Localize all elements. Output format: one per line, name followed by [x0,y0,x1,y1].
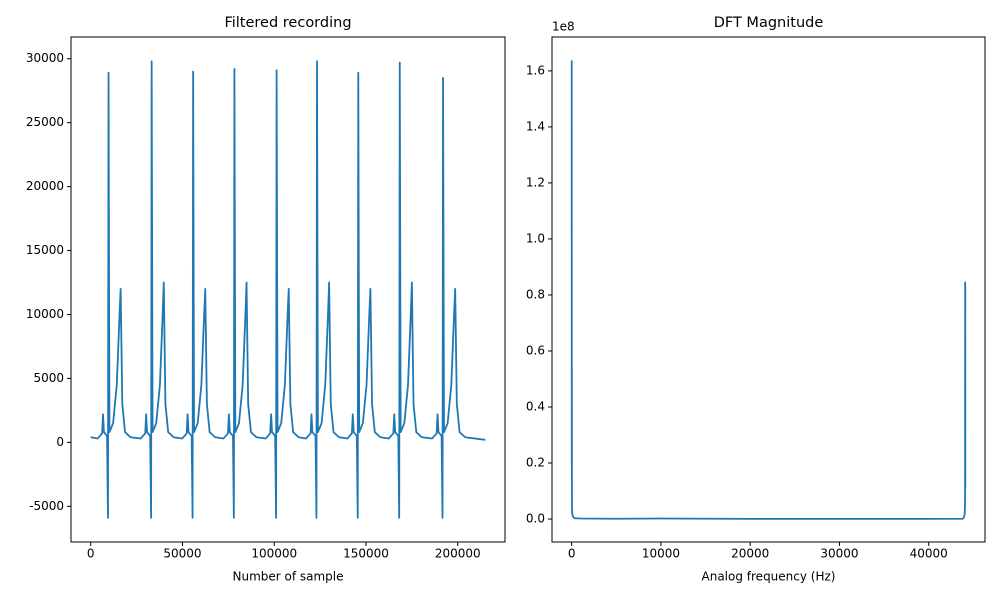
x-tick-label: 50000 [163,547,201,561]
y-tick-label: 20000 [26,179,64,193]
x-tick-label: 40000 [910,547,948,561]
y-tick-label: 30000 [26,51,64,65]
x-tick-label: 0 [568,547,576,561]
y-offset-label: 1e8 [552,20,575,34]
chart-title: Filtered recording [224,15,351,31]
x-axis-label: Analog frequency (Hz) [702,570,836,584]
y-tick-label: 0 [56,435,64,449]
y-tick-label: 15000 [26,243,64,257]
y-tick-label: 25000 [26,115,64,129]
x-tick-label: 10000 [642,547,680,561]
y-tick-label: 5000 [33,371,64,385]
x-tick-label: 30000 [820,547,858,561]
axes-frame [70,36,506,543]
y-tick-label: 0.8 [526,287,545,301]
y-tick-label: 1.0 [526,231,545,245]
y-tick-label: 1.6 [526,63,545,77]
x-tick-label: 150000 [343,547,389,561]
axes-frame [551,36,986,543]
y-tick-label: 0.2 [526,456,545,470]
chart-title: DFT Magnitude [714,15,824,31]
y-tick-label: 1.2 [526,175,545,189]
x-axis-label: Number of sample [232,570,343,584]
y-tick-label: 0.4 [526,399,545,413]
y-tick-label: -5000 [29,499,64,513]
y-tick-label: 10000 [26,307,64,321]
x-tick-label: 200000 [435,547,481,561]
data-line [570,60,967,520]
x-tick-label: 0 [87,547,95,561]
y-tick-label: 0.6 [526,343,545,357]
x-tick-label: 20000 [731,547,769,561]
data-line [90,60,486,519]
y-tick-label: 0.0 [526,512,545,526]
x-tick-label: 100000 [251,547,297,561]
y-tick-label: 1.4 [526,119,545,133]
